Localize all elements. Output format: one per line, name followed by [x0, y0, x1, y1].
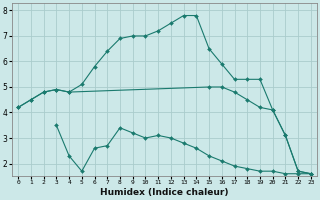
X-axis label: Humidex (Indice chaleur): Humidex (Indice chaleur)	[100, 188, 229, 197]
